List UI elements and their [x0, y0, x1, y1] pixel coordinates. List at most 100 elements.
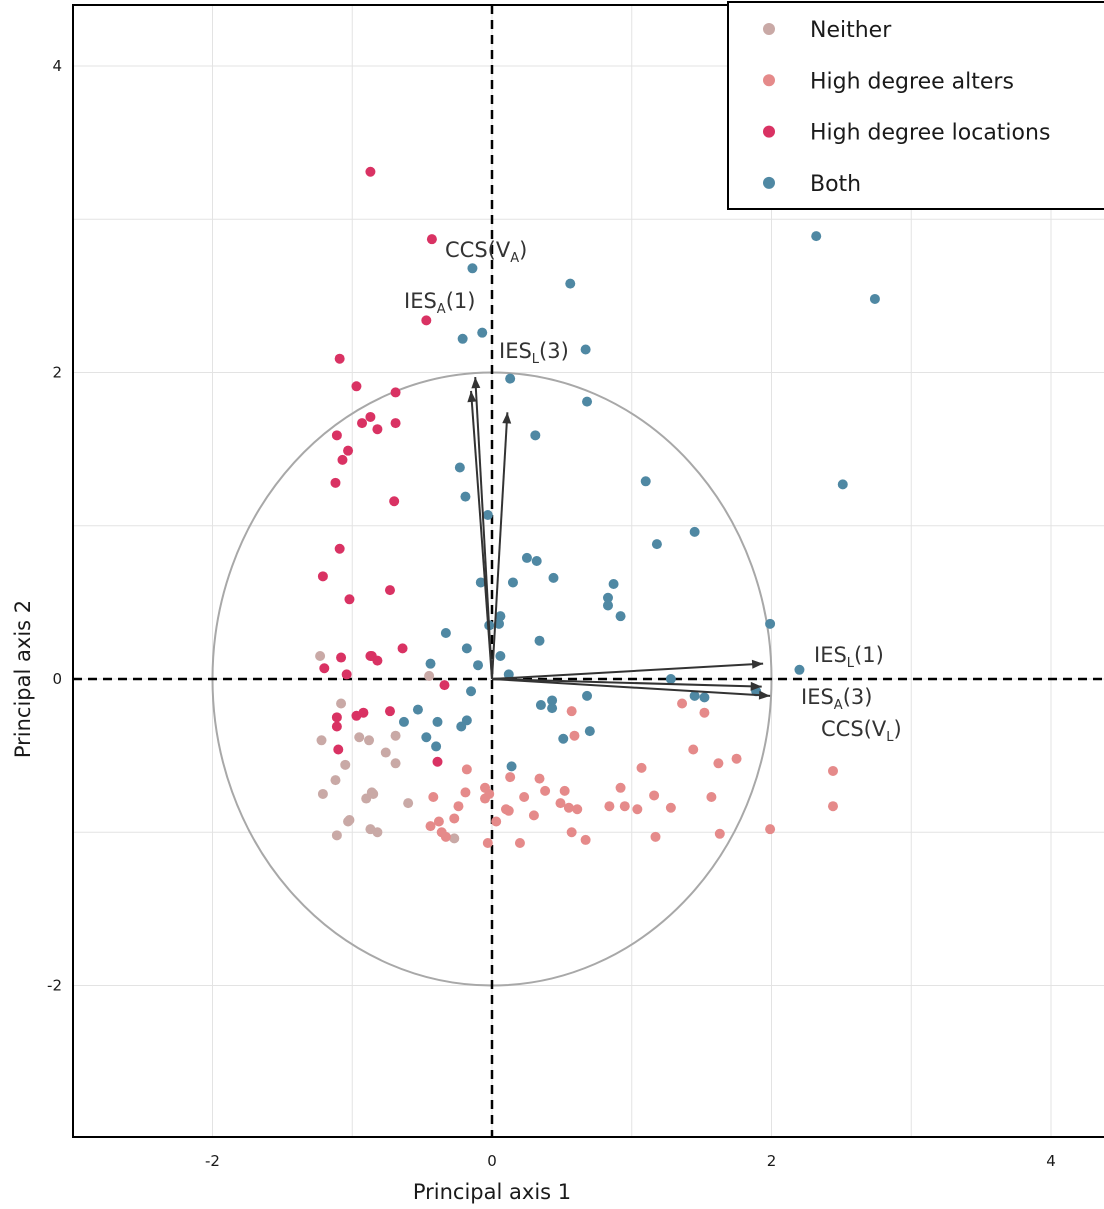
- point-both: [580, 344, 591, 355]
- point-both: [495, 611, 506, 622]
- point-high-degree-alters: [765, 824, 776, 835]
- point-high-degree-alters: [440, 831, 451, 842]
- point-high-degree-locations: [390, 418, 401, 429]
- x-axis-title: Principal axis 1: [413, 1180, 571, 1204]
- point-high-degree-locations: [343, 445, 354, 456]
- point-neither: [354, 732, 365, 743]
- point-both: [869, 293, 880, 304]
- point-both: [651, 539, 662, 550]
- point-both: [431, 741, 442, 752]
- point-both: [398, 716, 409, 727]
- point-high-degree-locations: [331, 721, 342, 732]
- point-both: [477, 327, 488, 338]
- point-high-degree-alters: [615, 782, 626, 793]
- point-high-degree-locations: [365, 411, 376, 422]
- point-both: [530, 430, 541, 441]
- point-both: [699, 692, 710, 703]
- point-high-degree-alters: [636, 762, 647, 773]
- point-high-degree-locations: [365, 166, 376, 177]
- legend-items: Neither High degree alters High degree loc…: [763, 18, 1050, 197]
- reference-lines: [73, 5, 1104, 1137]
- point-both: [493, 618, 504, 629]
- point-high-degree-alters: [449, 813, 460, 824]
- point-both: [640, 476, 651, 487]
- point-both: [412, 704, 423, 715]
- point-neither: [336, 698, 347, 709]
- point-high-degree-locations: [426, 234, 437, 245]
- legend-label: Neither: [810, 18, 892, 43]
- point-high-degree-locations: [372, 655, 383, 666]
- legend-marker: [763, 176, 775, 189]
- point-both: [467, 263, 478, 274]
- point-high-degree-alters: [827, 765, 838, 776]
- point-high-degree-locations: [384, 585, 395, 596]
- point-neither: [344, 814, 355, 825]
- vector-label: CCS(VA): [445, 238, 527, 266]
- point-high-degree-alters: [665, 802, 676, 813]
- point-both: [547, 703, 558, 714]
- y-tick-label: 2: [52, 364, 62, 382]
- plot-frame: [72, 4, 1104, 1138]
- point-neither: [331, 830, 342, 841]
- point-both: [461, 643, 472, 654]
- point-both: [495, 651, 506, 662]
- legend-box: [727, 1, 1104, 210]
- vector-line: [491, 412, 509, 680]
- loading-vectors: [467, 377, 771, 700]
- tick-labels: -2 0 2 4 -2 0 2 4: [47, 57, 1056, 1170]
- point-high-degree-alters: [563, 802, 574, 813]
- vector-arrowhead: [467, 390, 477, 403]
- point-high-degree-alters: [827, 801, 838, 812]
- vector-arrowhead: [750, 681, 762, 691]
- point-high-degree-alters: [461, 764, 472, 775]
- point-high-degree-alters: [528, 810, 539, 821]
- vector-arrowhead: [751, 659, 764, 669]
- x-tick-label: 0: [487, 1152, 497, 1170]
- point-high-degree-locations: [358, 707, 369, 718]
- point-high-degree-locations: [357, 418, 368, 429]
- point-both: [547, 695, 558, 706]
- point-high-degree-locations: [344, 594, 355, 605]
- point-high-degree-alters: [649, 790, 660, 801]
- point-both: [665, 674, 676, 684]
- legend-marker: [763, 74, 775, 87]
- legend-label: Both: [810, 172, 861, 197]
- vector-label: IESL(1): [814, 643, 884, 671]
- vector-arrowhead: [471, 377, 481, 389]
- point-both: [466, 686, 477, 697]
- point-high-degree-locations: [317, 571, 328, 582]
- point-both: [454, 462, 465, 473]
- point-neither: [372, 827, 383, 838]
- point-neither: [368, 788, 379, 799]
- point-neither: [390, 730, 401, 741]
- vector-label: IESA(1): [404, 289, 475, 317]
- point-both: [521, 552, 532, 563]
- point-both: [689, 690, 700, 701]
- point-neither: [317, 788, 328, 799]
- y-axis-title: Principal axis 2: [11, 600, 35, 758]
- point-neither: [364, 735, 375, 746]
- point-both: [615, 611, 626, 622]
- legend-marker: [763, 23, 775, 35]
- point-both: [765, 618, 776, 629]
- point-neither: [390, 758, 401, 769]
- point-high-degree-alters: [566, 706, 577, 717]
- point-high-degree-locations: [337, 454, 348, 465]
- point-both: [837, 479, 848, 490]
- point-high-degree-alters: [514, 837, 525, 848]
- point-both: [503, 669, 514, 680]
- point-high-degree-locations: [334, 543, 345, 554]
- point-high-degree-alters: [505, 772, 516, 783]
- point-both: [456, 721, 467, 732]
- point-high-degree-alters: [519, 792, 530, 803]
- point-high-degree-locations: [390, 387, 401, 398]
- point-high-degree-alters: [572, 804, 583, 815]
- point-both: [602, 600, 613, 611]
- y-tick-label: -2: [47, 977, 62, 995]
- point-high-degree-alters: [460, 787, 471, 798]
- point-neither: [315, 651, 326, 662]
- x-tick-label: -2: [205, 1152, 220, 1170]
- point-high-degree-alters: [534, 773, 545, 784]
- point-high-degree-locations: [351, 381, 362, 392]
- y-tick-label: 4: [52, 57, 62, 75]
